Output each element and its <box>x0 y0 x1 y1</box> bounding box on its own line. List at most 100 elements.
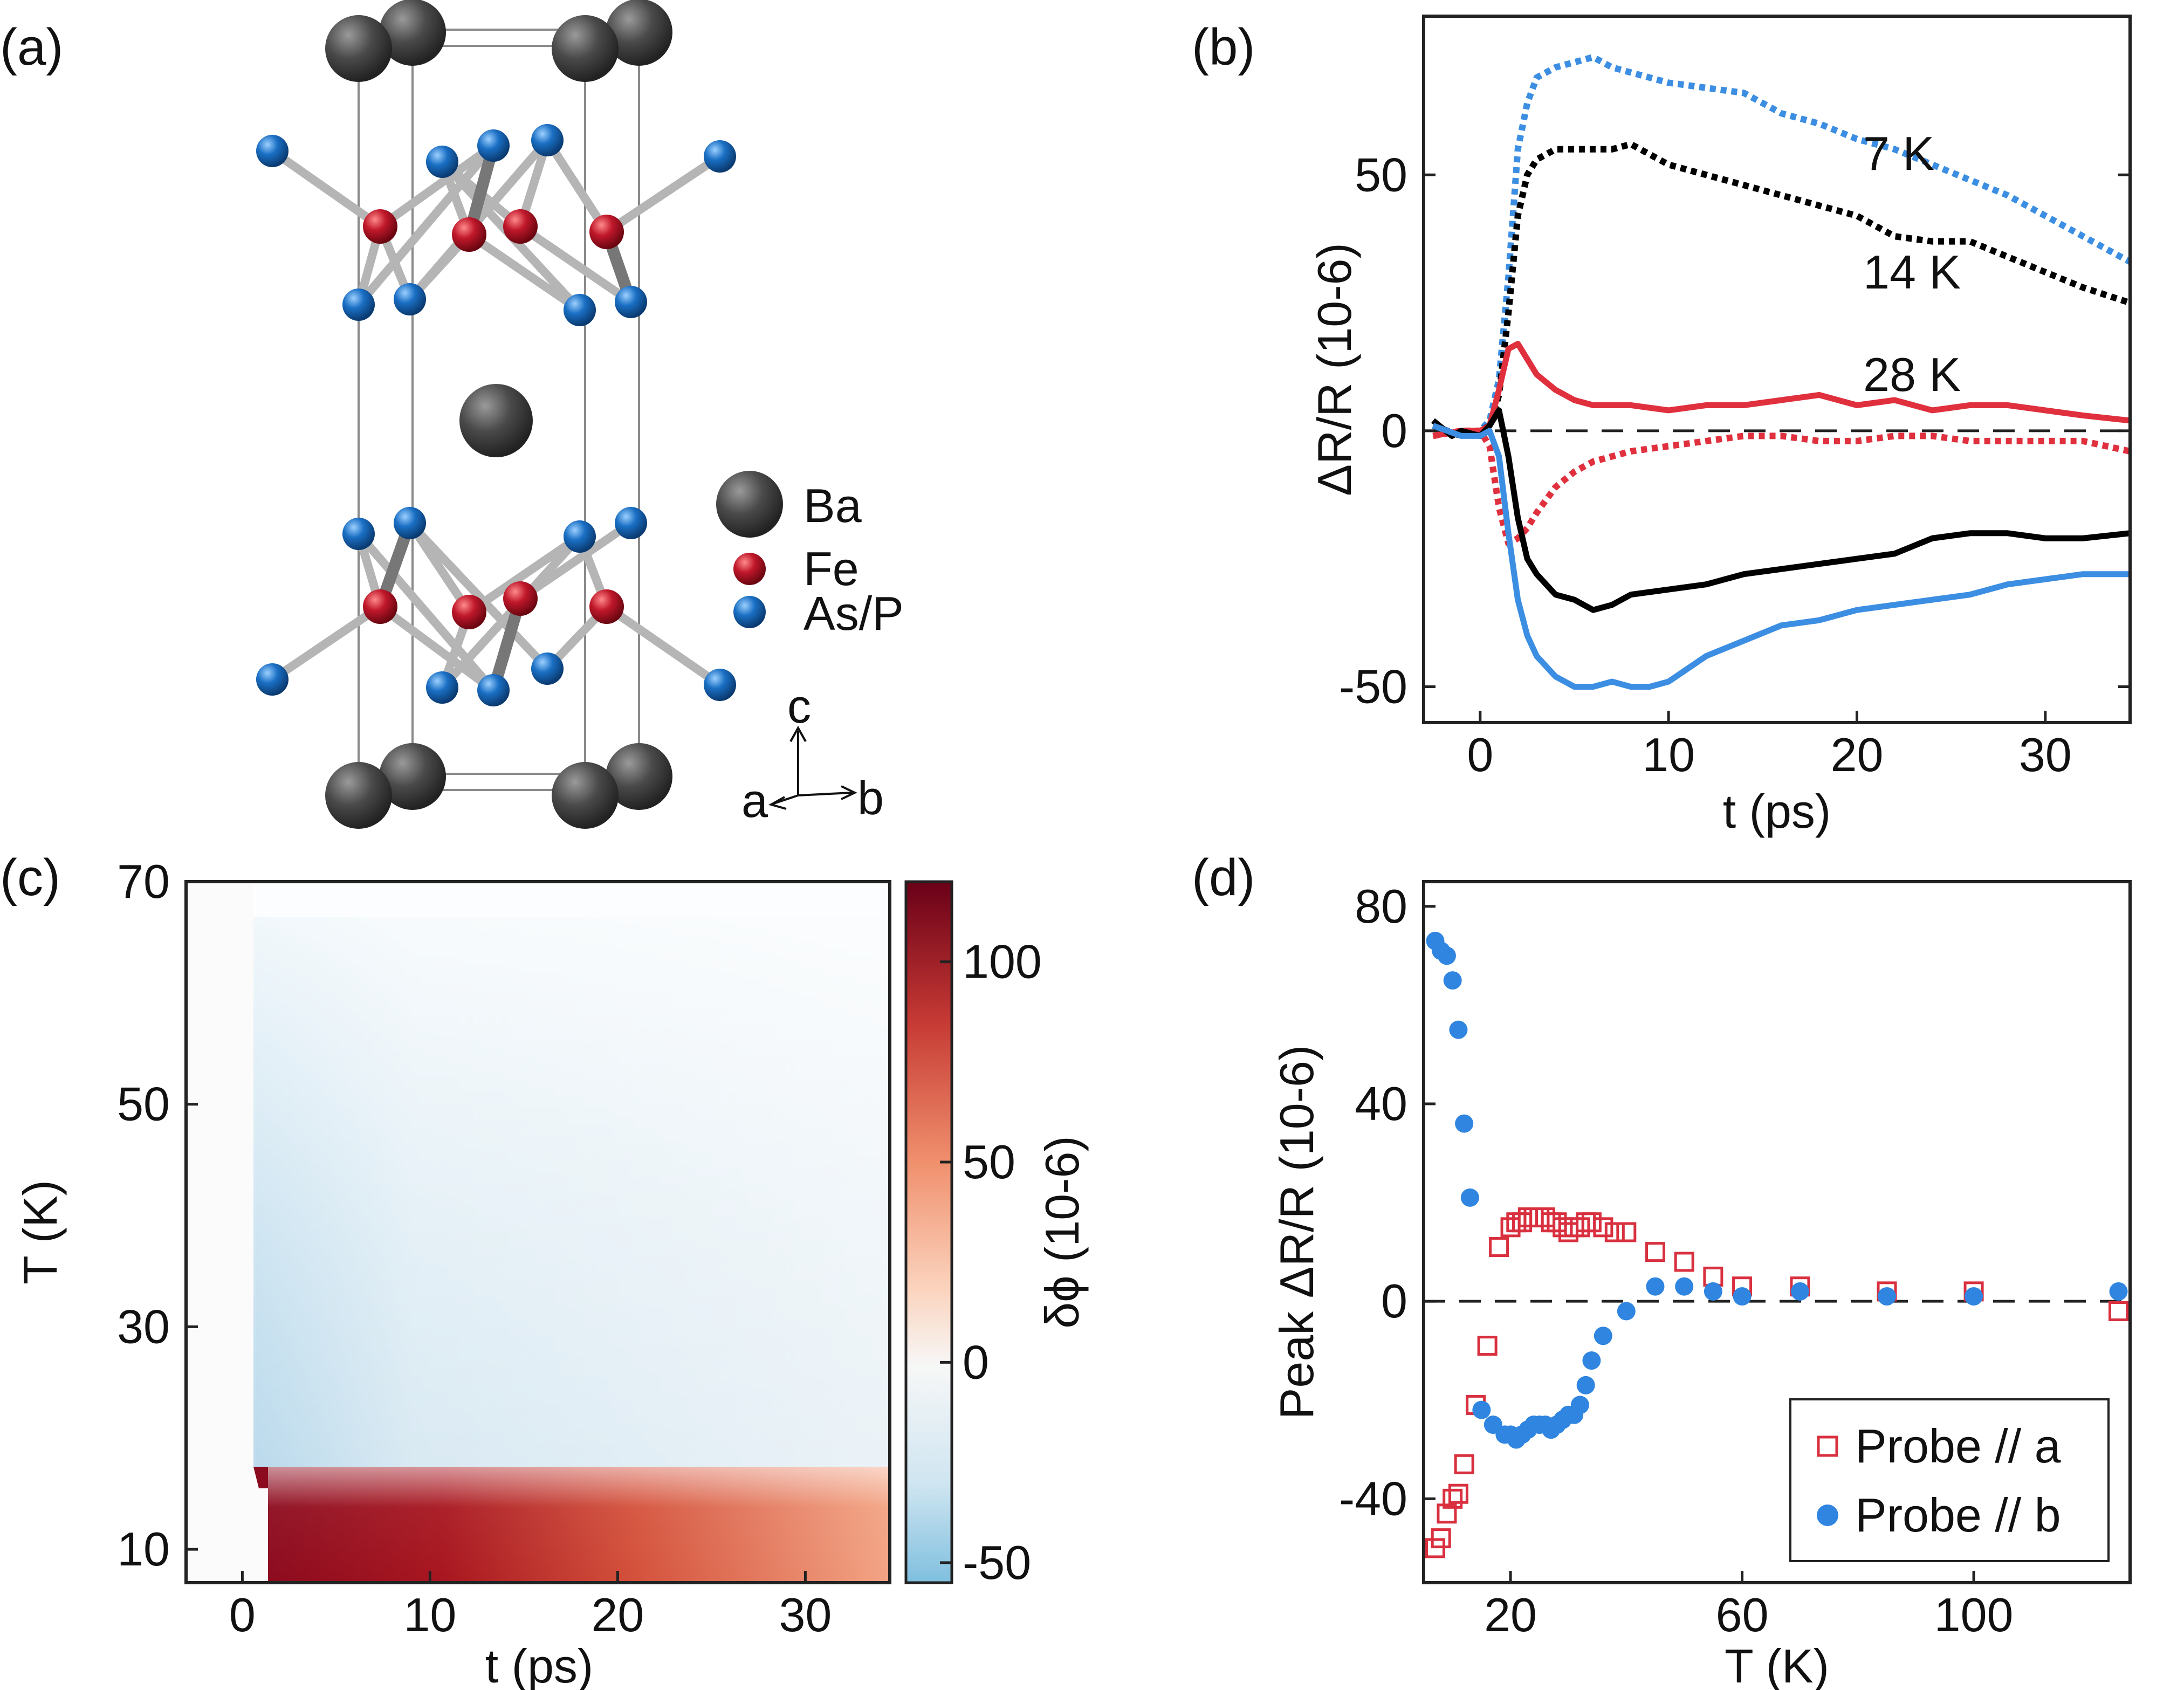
point-probe-a <box>1604 1222 1625 1242</box>
x-axis-label: t (ps) <box>1723 785 1831 838</box>
colorbar-tick-label: -50 <box>963 1536 1031 1589</box>
point-probe-b <box>1455 1114 1474 1133</box>
series-line-4 <box>1431 407 2130 613</box>
point-probe-a <box>1443 1488 1463 1509</box>
chart-c: 0 10 20 30 10 30 50 70 -50 0 50 100 t (ps) T (K) δ… <box>13 855 1089 1690</box>
annotation-28K: 28 K <box>1863 348 1961 401</box>
heatmap-frame <box>184 880 891 1584</box>
y-axis-label: ΔR/R (10-6) <box>1308 243 1361 496</box>
x-tick-label: 20 <box>1484 1588 1537 1641</box>
y-tick-label: 80 <box>1355 880 1407 933</box>
y-tick-label: 70 <box>117 855 170 908</box>
annotation-7K: 7 K <box>1863 127 1934 180</box>
point-probe-b <box>1878 1287 1897 1306</box>
point-probe-b <box>1449 1020 1468 1039</box>
series-line-2 <box>1432 341 2130 439</box>
y-tick-label: -50 <box>1339 660 1407 713</box>
heatmap-red-fade <box>268 1467 890 1583</box>
y-tick-label: 50 <box>117 1077 170 1131</box>
x-tick-label: 0 <box>229 1588 256 1641</box>
point-probe-b <box>1704 1282 1722 1301</box>
point-probe-b <box>1617 1302 1636 1321</box>
point-probe-a <box>1454 1454 1474 1474</box>
x-tick-label: 100 <box>1934 1588 2014 1641</box>
panel-label-c: (c) <box>0 849 60 906</box>
colorbar <box>904 880 953 1584</box>
plot-frame <box>1422 15 2132 724</box>
point-probe-b <box>1443 971 1462 990</box>
legend-label-a: Probe // a <box>1855 1419 2061 1473</box>
series-line-5 <box>1432 423 2130 690</box>
legend-as-label: As/P <box>803 587 904 640</box>
ticks: 20 60 100 -40 0 40 80 <box>1339 880 2014 1641</box>
point-probe-a <box>1616 1222 1637 1242</box>
y-tick-label: 30 <box>117 1300 170 1353</box>
ba-atoms <box>325 0 672 829</box>
x-tick-label: 20 <box>591 1588 644 1641</box>
bonds <box>268 136 724 695</box>
point-probe-b <box>2109 1282 2128 1301</box>
point-probe-a <box>1431 1528 1451 1549</box>
x-tick-label: 10 <box>1642 728 1695 781</box>
point-probe-b <box>1594 1327 1612 1345</box>
y-tick-label: 0 <box>1381 1274 1407 1328</box>
colorbar-label: δϕ (10-6) <box>1035 1136 1089 1328</box>
fe-atoms <box>363 209 624 629</box>
point-probe-b <box>1675 1277 1694 1296</box>
point-probe-a <box>1500 1217 1521 1238</box>
axis-b-label: b <box>857 771 884 825</box>
legend-marker-a <box>1817 1435 1838 1457</box>
legend-ba-label: Ba <box>803 479 862 532</box>
point-probe-a <box>1674 1252 1694 1272</box>
point-probe-a <box>1541 1212 1561 1233</box>
crystal-legend: Ba Fe As/P <box>716 471 904 640</box>
legend-as-marker <box>733 596 766 628</box>
panel-label-b: (b) <box>1192 18 1255 76</box>
x-axis-label: t (ps) <box>485 1639 593 1690</box>
point-probe-a <box>1517 1207 1538 1228</box>
y-tick-label: 10 <box>117 1522 170 1576</box>
x-tick-label: 0 <box>1467 728 1493 781</box>
chart-b: 0 10 20 30 -50 0 50 7 K 14 K 28 K t (ps) ΔR/R … <box>1308 15 2132 838</box>
x-tick-label: 20 <box>1831 728 1884 781</box>
legend: Probe // a Probe // b <box>1789 1398 2110 1562</box>
point-probe-b <box>1582 1351 1601 1370</box>
y-tick-label: 0 <box>1381 404 1407 457</box>
ticks: 0 10 20 30 10 30 50 70 <box>117 855 832 1641</box>
point-probe-a <box>1581 1212 1602 1233</box>
x-tick-label: 10 <box>403 1588 456 1641</box>
point-probe-a <box>1529 1207 1550 1228</box>
legend-ba-marker <box>716 471 783 538</box>
series-line-3 <box>1432 427 2130 547</box>
axis-a-label: a <box>741 774 768 827</box>
series-group <box>1431 53 2130 690</box>
series-line-1 <box>1432 141 2130 439</box>
point-probe-a <box>1570 1217 1590 1238</box>
point-probe-a <box>1535 1207 1555 1228</box>
point-probe-b <box>1965 1287 1983 1306</box>
point-probe-a <box>1553 1217 1573 1238</box>
colorbar-tick-label: 100 <box>963 935 1042 988</box>
annotation-14K: 14 K <box>1863 245 1961 299</box>
chart-d: 20 60 100 -40 0 40 80 Probe // a Probe // b T … <box>1270 880 2132 1690</box>
axis-c-label: c <box>787 679 811 733</box>
point-probe-a <box>1506 1212 1527 1233</box>
point-probe-a <box>1477 1336 1498 1356</box>
point-probe-b <box>1646 1277 1665 1296</box>
legend-label-b: Probe // b <box>1855 1488 2061 1542</box>
as-atoms <box>256 124 736 706</box>
legend-fe-label: Fe <box>803 542 859 595</box>
colorbar-tick-label: 0 <box>963 1335 989 1389</box>
x-tick-label: 60 <box>1716 1588 1769 1641</box>
colorbar-ticks: -50 0 50 100 <box>940 935 1042 1589</box>
point-probe-b <box>1472 1400 1491 1419</box>
x-tick-label: 30 <box>779 1588 832 1641</box>
legend-fe-marker <box>733 553 766 585</box>
point-probe-a <box>1437 1503 1457 1524</box>
point-probe-a <box>2109 1301 2129 1321</box>
ticks: 0 10 20 30 -50 0 50 <box>1339 148 2130 781</box>
colorbar-tick-label: 50 <box>963 1135 1015 1189</box>
axis-triad <box>768 725 857 810</box>
point-probe-b <box>1733 1287 1752 1306</box>
